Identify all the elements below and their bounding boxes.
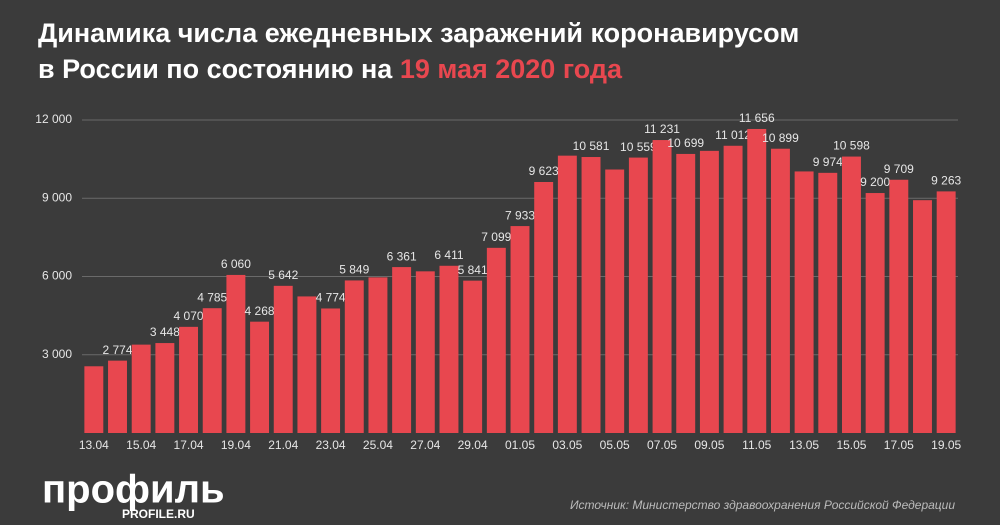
x-tick-label: 09.05 (694, 438, 724, 452)
value-label: 4 774 (316, 291, 346, 305)
value-label: 6 411 (434, 248, 463, 262)
value-label: 3 448 (150, 325, 180, 339)
value-label: 2 774 (102, 343, 132, 357)
x-tick-label: 15.04 (126, 438, 156, 452)
bar (273, 285, 293, 433)
x-tick-label: 15.05 (836, 438, 866, 452)
value-label: 10 559 (620, 140, 657, 154)
bar (818, 172, 838, 433)
bar (581, 157, 601, 433)
y-tick-label: 9 000 (42, 190, 72, 204)
value-label: 4 785 (197, 290, 227, 304)
value-label: 11 656 (739, 111, 775, 125)
value-label: 5 841 (458, 263, 488, 277)
x-tick-label: 13.05 (789, 438, 819, 452)
x-tick-label: 07.05 (647, 438, 677, 452)
bar (652, 140, 672, 433)
x-tick-label: 19.04 (221, 438, 251, 452)
value-label: 9 263 (931, 174, 961, 188)
x-tick-label: 21.04 (268, 438, 298, 452)
bar (794, 171, 814, 433)
value-label: 4 268 (245, 304, 275, 318)
bar (841, 156, 861, 433)
value-label: 9 200 (860, 175, 890, 189)
bar (605, 169, 625, 433)
bar (179, 326, 199, 433)
bar (392, 267, 412, 433)
value-label: 10 598 (833, 139, 870, 153)
logo: профиль (42, 468, 225, 512)
x-tick-label: 13.04 (79, 438, 109, 452)
value-label: 6 361 (387, 249, 417, 263)
bar (439, 265, 459, 433)
chart-title: в России по состоянию на 19 мая 2020 год… (38, 54, 623, 84)
bar (557, 155, 577, 433)
x-tick-label: 11.05 (742, 438, 771, 452)
value-label: 11 012 (715, 128, 751, 142)
y-tick-label: 12 000 (35, 112, 72, 126)
x-tick-label: 03.05 (552, 438, 582, 452)
source: Источник: Министерство здравоохранения Р… (570, 498, 955, 512)
bar (368, 277, 388, 433)
x-tick-label: 27.04 (410, 438, 440, 452)
value-label: 6 060 (221, 257, 251, 271)
bar (321, 308, 341, 433)
bar (865, 193, 885, 433)
value-label: 7 933 (505, 208, 535, 222)
bar (747, 128, 767, 434)
bar (344, 280, 364, 433)
bar (936, 191, 956, 433)
logo-url: PROFILE.RU (122, 507, 195, 521)
bar (913, 200, 932, 433)
x-tick-label: 25.04 (363, 438, 393, 452)
x-tick-label: 29.04 (458, 438, 488, 452)
chart-title: Динамика числа ежедневных заражений коро… (38, 18, 799, 48)
bar (534, 182, 554, 433)
bar (297, 296, 317, 433)
bar (486, 247, 506, 433)
bar (131, 344, 151, 433)
value-label: 9 623 (529, 164, 559, 178)
bar (415, 271, 435, 433)
bar (202, 308, 222, 433)
value-label: 4 070 (174, 309, 204, 323)
bar (84, 366, 104, 433)
value-label: 5 642 (268, 268, 298, 282)
bar (510, 226, 530, 433)
bar (155, 343, 175, 433)
bar (463, 280, 483, 433)
value-label: 10 899 (762, 131, 799, 145)
bar (108, 360, 127, 433)
title-highlight: 19 мая 2020 года (400, 54, 623, 84)
value-label: 7 099 (481, 230, 511, 244)
value-label: 11 231 (644, 122, 680, 136)
bar (628, 157, 648, 433)
value-label: 9 974 (813, 155, 843, 169)
x-tick-label: 19.05 (931, 438, 961, 452)
bar (770, 148, 790, 433)
bar (250, 321, 270, 433)
value-label: 5 849 (339, 263, 369, 277)
value-label: 10 581 (573, 139, 610, 153)
bar (723, 145, 743, 434)
x-tick-label: 17.05 (884, 438, 914, 452)
y-tick-label: 3 000 (42, 347, 72, 361)
x-tick-label: 17.04 (174, 438, 204, 452)
value-label: 9 709 (884, 162, 914, 176)
title-part: в России по состоянию на (38, 54, 400, 84)
bar (699, 150, 719, 434)
x-tick-label: 01.05 (505, 438, 535, 452)
x-tick-label: 05.05 (600, 438, 630, 452)
bar (889, 179, 909, 433)
value-label: 10 699 (667, 136, 704, 150)
bar (226, 274, 246, 433)
y-tick-label: 6 000 (42, 269, 72, 283)
bar (676, 153, 696, 433)
x-tick-label: 23.04 (316, 438, 346, 452)
